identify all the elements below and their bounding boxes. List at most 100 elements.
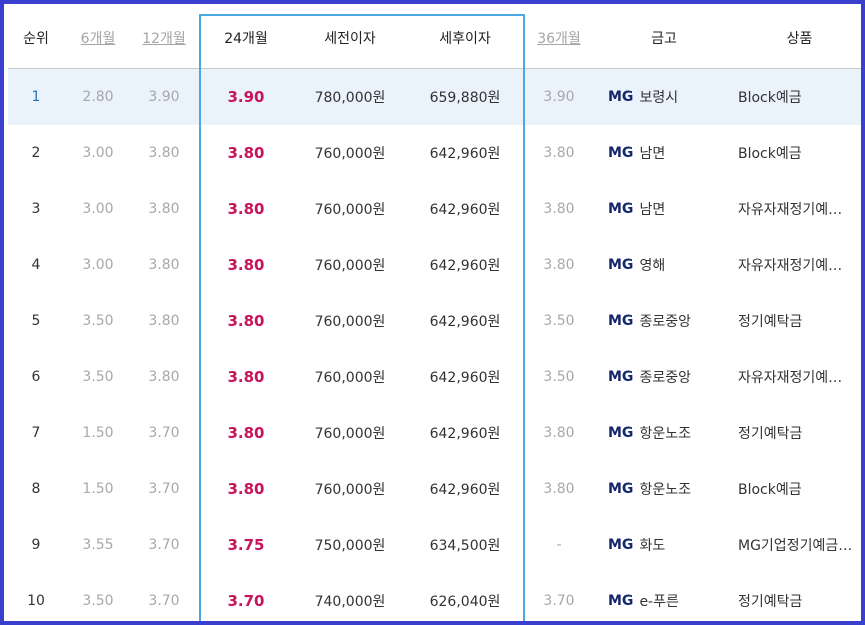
header-36-month-sort[interactable]: 36개월 — [537, 31, 581, 47]
cell-product: 정기예탁금 — [736, 293, 861, 349]
product-name: MG기업정기예금… — [738, 538, 853, 554]
mg-logo: MG — [608, 537, 634, 553]
mg-logo: MG — [608, 481, 634, 497]
cell-6-month-rate: 3.50 — [82, 313, 114, 329]
cell-24-month-rate: 3.80 — [227, 200, 265, 218]
cell-24-month-rate: 3.80 — [227, 480, 265, 498]
header-rank: 순위 — [23, 31, 49, 47]
table-row[interactable]: 1 2.80 3.90 3.90 780,000원 659,880원 3.90 MG 보령시 Bl… — [8, 69, 861, 125]
product-name: 자유자재정기예… — [738, 258, 843, 274]
bank-name: 항운노조 — [639, 426, 691, 442]
cell-rank: 5 — [31, 313, 41, 329]
cell-12-month-rate: 3.80 — [148, 201, 180, 217]
cell-rank: 2 — [31, 145, 41, 161]
cell-36-month-rate: 3.80 — [543, 481, 575, 497]
bank-name: 항운노조 — [639, 482, 691, 498]
cell-bank: MG 보령시 — [592, 69, 736, 125]
cell-post-tax-interest: 642,960원 — [429, 258, 501, 274]
table-row[interactable]: 4 3.00 3.80 3.80 760,000원 642,960원 3.80 MG 영해 자유자… — [8, 237, 861, 293]
cell-6-month-rate: 3.00 — [82, 201, 114, 217]
cell-6-month-rate: 1.50 — [82, 425, 114, 441]
bank-name: 종로중앙 — [639, 370, 691, 386]
header-pre-tax-interest: 세전이자 — [324, 31, 376, 47]
cell-36-month-rate: - — [556, 537, 562, 553]
cell-product: Block예금 — [736, 125, 861, 181]
cell-36-month-rate: 3.50 — [543, 369, 575, 385]
table-row[interactable]: 7 1.50 3.70 3.80 760,000원 642,960원 3.80 MG 항운노조 정… — [8, 405, 861, 461]
cell-36-month-rate: 3.80 — [543, 257, 575, 273]
bank-name: 보령시 — [639, 90, 679, 106]
cell-pre-tax-interest: 760,000원 — [314, 202, 386, 218]
bank-name: 종로중앙 — [639, 314, 691, 330]
cell-product: MG기업정기예금… — [736, 517, 861, 573]
header-6-month-sort[interactable]: 6개월 — [80, 31, 116, 47]
cell-6-month-rate: 1.50 — [82, 481, 114, 497]
cell-6-month-rate: 3.55 — [82, 537, 114, 553]
cell-post-tax-interest: 642,960원 — [429, 202, 501, 218]
cell-product: Block예금 — [736, 69, 861, 125]
product-name: 정기예탁금 — [738, 426, 803, 442]
cell-6-month-rate: 3.50 — [82, 369, 114, 385]
table-header: 순위 6개월 12개월 24개월 세전이자 세후이자 36개월 금고 상품 — [8, 8, 861, 69]
table-row[interactable]: 3 3.00 3.80 3.80 760,000원 642,960원 3.80 MG 남면 자유자… — [8, 181, 861, 237]
cell-post-tax-interest: 626,040원 — [429, 594, 501, 610]
cell-pre-tax-interest: 780,000원 — [314, 90, 386, 106]
cell-6-month-rate: 3.50 — [82, 593, 114, 609]
cell-bank: MG 항운노조 — [592, 461, 736, 517]
cell-product: 자유자재정기예… — [736, 349, 861, 405]
header-12-month-sort[interactable]: 12개월 — [142, 31, 186, 47]
mg-logo: MG — [608, 89, 634, 105]
cell-post-tax-interest: 642,960원 — [429, 314, 501, 330]
cell-rank: 1 — [31, 89, 41, 105]
mg-logo: MG — [608, 257, 634, 273]
cell-12-month-rate: 3.70 — [148, 537, 180, 553]
cell-6-month-rate: 2.80 — [82, 89, 114, 105]
product-name: Block예금 — [738, 90, 802, 106]
cell-post-tax-interest: 659,880원 — [429, 90, 501, 106]
cell-post-tax-interest: 642,960원 — [429, 370, 501, 386]
cell-product: 정기예탁금 — [736, 573, 861, 621]
header-product: 상품 — [786, 31, 813, 47]
cell-bank: MG 항운노조 — [592, 405, 736, 461]
cell-pre-tax-interest: 760,000원 — [314, 482, 386, 498]
bank-name: 남면 — [639, 146, 666, 162]
bank-name: 남면 — [639, 202, 666, 218]
table-row[interactable]: 6 3.50 3.80 3.80 760,000원 642,960원 3.50 MG 종로중앙 자… — [8, 349, 861, 405]
cell-rank: 9 — [31, 537, 41, 553]
cell-12-month-rate: 3.70 — [148, 481, 180, 497]
table-row[interactable]: 5 3.50 3.80 3.80 760,000원 642,960원 3.50 MG 종로중앙 정… — [8, 293, 861, 349]
cell-36-month-rate: 3.80 — [543, 145, 575, 161]
cell-24-month-rate: 3.80 — [227, 368, 265, 386]
cell-rank: 8 — [31, 481, 41, 497]
mg-logo: MG — [608, 145, 634, 161]
cell-pre-tax-interest: 760,000원 — [314, 314, 386, 330]
cell-bank: MG 영해 — [592, 237, 736, 293]
cell-product: 자유자재정기예… — [736, 181, 861, 237]
cell-36-month-rate: 3.70 — [543, 593, 575, 609]
cell-6-month-rate: 3.00 — [82, 257, 114, 273]
cell-bank: MG 종로중앙 — [592, 349, 736, 405]
table-row[interactable]: 8 1.50 3.70 3.80 760,000원 642,960원 3.80 MG 항운노조 B… — [8, 461, 861, 517]
cell-post-tax-interest: 642,960원 — [429, 426, 501, 442]
cell-rank: 7 — [31, 425, 41, 441]
table-row[interactable]: 10 3.50 3.70 3.70 740,000원 626,040원 3.70 MG e-푸른… — [8, 573, 861, 621]
cell-36-month-rate: 3.50 — [543, 313, 575, 329]
cell-rank: 4 — [31, 257, 41, 273]
cell-pre-tax-interest: 760,000원 — [314, 258, 386, 274]
mg-logo: MG — [608, 425, 634, 441]
table-row[interactable]: 9 3.55 3.70 3.75 750,000원 634,500원 - MG 화도 MG기업정기… — [8, 517, 861, 573]
bank-name: e-푸른 — [639, 594, 679, 610]
cell-12-month-rate: 3.70 — [148, 425, 180, 441]
header-post-tax-interest: 세후이자 — [439, 31, 491, 47]
cell-pre-tax-interest: 740,000원 — [314, 594, 386, 610]
bank-name: 영해 — [639, 258, 666, 274]
table-row[interactable]: 2 3.00 3.80 3.80 760,000원 642,960원 3.80 MG 남면 Blo… — [8, 125, 861, 181]
mg-logo: MG — [608, 201, 634, 217]
cell-rank: 3 — [31, 201, 41, 217]
cell-12-month-rate: 3.80 — [148, 145, 180, 161]
cell-6-month-rate: 3.00 — [82, 145, 114, 161]
cell-post-tax-interest: 642,960원 — [429, 482, 501, 498]
cell-bank: MG 남면 — [592, 125, 736, 181]
